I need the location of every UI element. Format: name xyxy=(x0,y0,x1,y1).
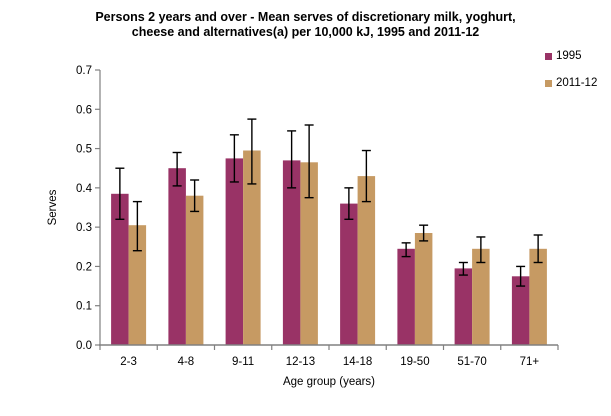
bar-2011-12-51-70 xyxy=(472,248,490,346)
legend: 1995 2011-12 xyxy=(545,50,597,104)
bar-2011-12-12-13 xyxy=(300,162,318,345)
bar-1995-51-70 xyxy=(454,268,473,345)
chart-title: Persons 2 years and over - Mean serves o… xyxy=(0,10,611,41)
errorbar-1995-51-70 xyxy=(458,261,468,276)
x-tick-label-12-13: 12-13 xyxy=(286,356,315,368)
x-tick-label-4-8: 4-8 xyxy=(178,356,195,368)
errorbar-2011-12-12-13 xyxy=(304,124,314,199)
bar-2011-12-4-8 xyxy=(185,195,204,345)
y-tick-label: 0.0 xyxy=(76,340,92,352)
bar-1995-2-3 xyxy=(111,193,129,346)
chart-title-line2: cheese and alternatives(a) per 10,000 kJ… xyxy=(131,25,480,40)
y-tick-label: 0.3 xyxy=(76,222,92,234)
chart-title-line1: Persons 2 years and over - Mean serves o… xyxy=(95,10,516,24)
legend-item-2011-12: 2011-12 xyxy=(545,77,597,89)
x-tick-label-71+: 71+ xyxy=(520,356,540,368)
legend-swatch-1995 xyxy=(545,52,552,60)
x-axis-title: Age group (years) xyxy=(283,376,375,388)
y-tick-label: 0.2 xyxy=(76,261,92,273)
bar-2011-12-71+ xyxy=(529,248,547,346)
bar-1995-71+ xyxy=(511,276,530,346)
legend-swatch-2011-12 xyxy=(545,79,552,87)
errorbar-1995-9-11 xyxy=(229,134,239,183)
errorbar-2011-12-4-8 xyxy=(190,179,200,213)
errorbar-1995-12-13 xyxy=(287,130,297,189)
y-tick-label: 0.1 xyxy=(76,301,92,313)
bar-2011-12-2-3 xyxy=(128,225,147,345)
legend-item-1995: 1995 xyxy=(545,50,597,62)
legend-label-1995: 1995 xyxy=(556,50,582,62)
x-tick-label-51-70: 51-70 xyxy=(457,356,486,368)
bar-1995-4-8 xyxy=(168,168,186,345)
errorbar-1995-2-3 xyxy=(115,167,125,220)
x-tick-label-19-50: 19-50 xyxy=(400,356,429,368)
y-tick-label: 0.7 xyxy=(76,65,92,77)
x-tick-label-9-11: 9-11 xyxy=(232,356,254,368)
bar-1995-14-18 xyxy=(340,203,358,345)
errorbar-1995-4-8 xyxy=(172,151,182,187)
x-tick-label-2-3: 2-3 xyxy=(120,356,137,368)
errorbar-2011-12-51-70 xyxy=(476,236,486,264)
y-axis-title: Serves xyxy=(47,189,59,225)
errorbar-1995-14-18 xyxy=(344,187,354,220)
errorbar-2011-12-19-50 xyxy=(419,224,429,242)
errorbar-2011-12-2-3 xyxy=(132,200,142,252)
x-tick-label-14-18: 14-18 xyxy=(343,356,372,368)
bar-2011-12-14-18 xyxy=(357,176,376,345)
bar-1995-9-11 xyxy=(225,158,244,345)
bar-1995-12-13 xyxy=(282,160,301,345)
y-tick-label: 0.6 xyxy=(76,104,92,116)
y-tick-label: 0.5 xyxy=(76,144,92,156)
bar-1995-19-50 xyxy=(397,248,415,346)
errorbar-2011-12-14-18 xyxy=(361,149,371,203)
y-tick-label: 0.4 xyxy=(76,183,93,195)
legend-label-2011-12: 2011-12 xyxy=(556,77,598,89)
errorbar-1995-71+ xyxy=(516,265,526,287)
errorbar-1995-19-50 xyxy=(401,242,411,258)
errorbar-2011-12-71+ xyxy=(533,234,543,264)
errorbar-2011-12-9-11 xyxy=(247,118,257,185)
bar-2011-12-19-50 xyxy=(414,233,433,345)
bar-2011-12-9-11 xyxy=(243,150,261,345)
